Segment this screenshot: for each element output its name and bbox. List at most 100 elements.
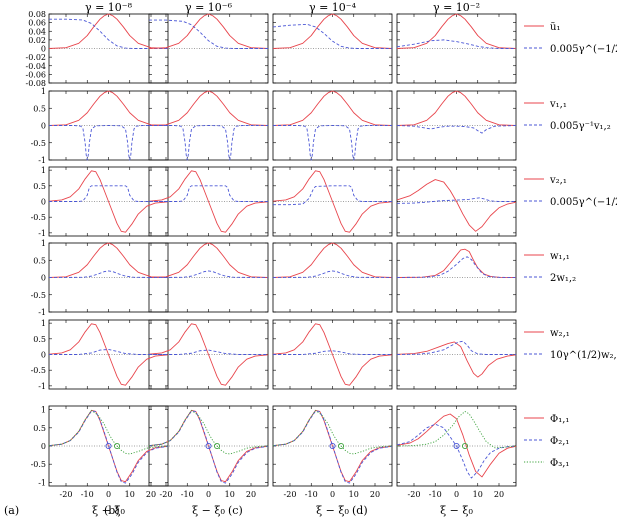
ytick-label: 1 [41, 406, 46, 415]
ytick-label: 0.06 [28, 19, 46, 28]
series-line-r2-c1-s1 [149, 185, 268, 202]
ytick-label: 0.08 [28, 10, 46, 19]
legend-label: Φ₂,₁ [550, 436, 569, 447]
ytick-label: -0.08 [25, 79, 46, 88]
ytick-label: -1 [38, 229, 46, 238]
series-line-r1-c3-s0 [396, 90, 517, 126]
legend-label: Φ₃,₁ [550, 458, 569, 469]
series-line-r2-c3-s1 [396, 197, 516, 204]
ytick-label: -0.5 [31, 460, 46, 469]
series-line-r4-c0-s0 [48, 323, 169, 386]
series-line-r1-c3-s1 [396, 125, 517, 134]
subfigure-label: (d) [352, 504, 368, 517]
xtick-label: 10 [125, 490, 135, 499]
ytick-label: 0.5 [33, 424, 46, 433]
ytick-label: 0 [41, 274, 46, 283]
marker-circle [113, 442, 121, 450]
series-line-r1-c2-s0 [272, 90, 393, 126]
series-line-r0-c0-s0 [48, 13, 169, 49]
x-axis-label: ξ − ξ₀ [92, 504, 125, 517]
marker-circle [337, 442, 345, 450]
series-line-r2-c1-s0 [148, 170, 269, 233]
series-line-r0-c3-s0 [396, 13, 517, 49]
ytick-label: 0 [41, 442, 46, 451]
series-line-r2-c0-s1 [49, 185, 168, 202]
xtick-label: 20 [246, 490, 256, 499]
subfigure-label: (c) [228, 504, 243, 517]
series-line-r4-c2-s1 [273, 350, 392, 355]
series-line-r0-c2-s1 [272, 23, 392, 49]
series-line-r4-c1-s0 [148, 323, 269, 386]
ytick-label: -0.5 [31, 139, 46, 148]
ytick-label: 0.5 [33, 104, 46, 113]
column-gamma-label: γ = 10⁻⁸ [85, 1, 133, 14]
series-line-r5-c1-s1 [148, 410, 269, 484]
legend-label: 0.005γ^(−1/2) ×(ũ₂ − ũ₂) [550, 44, 617, 55]
column-gamma-label: γ = 10⁻⁴ [309, 1, 357, 14]
ytick-label: 0.5 [33, 256, 46, 265]
series-line-r3-c3-s0 [396, 248, 517, 278]
series-line-r0-c0-s1 [49, 18, 168, 49]
ytick-label: -1 [38, 156, 46, 165]
legend-label: 2w₁,₂ [550, 273, 576, 284]
ytick-label: -0.5 [31, 213, 46, 222]
series-line-r0-c1-s1 [149, 19, 268, 49]
x-axis-label: ξ − ξ₀ [440, 504, 473, 517]
ytick-label: -0.02 [25, 53, 46, 62]
series-line-r2-c3-s0 [396, 179, 517, 232]
series-line-r2-c2-s0 [272, 170, 393, 233]
ytick-label: 0 [41, 122, 46, 131]
series-line-r0-c3-s1 [396, 39, 516, 49]
legend-label: ũ₁ [550, 22, 560, 33]
series-line-r3-c1-s0 [148, 242, 269, 278]
marker-circle [461, 442, 469, 450]
marker-circle [453, 442, 460, 450]
column-gamma-label: γ = 10⁻⁶ [185, 1, 233, 14]
series-line-r4-c3-s1 [396, 340, 516, 355]
xtick-label: -20 [160, 490, 173, 499]
xtick-label: 10 [349, 490, 359, 499]
series-line-r3-c2-s1 [272, 270, 393, 278]
series-line-r3-c3-s1 [396, 256, 517, 278]
series-line-r3-c2-s0 [272, 242, 393, 278]
ytick-label: 1 [41, 319, 46, 328]
series-line-r1-c1-s1 [149, 125, 268, 161]
text-layer: ũ₁ 0.005γ^(−1/2) ×(ũ₂ − ũ₂) 0.080.060.04 0.… [4, 1, 617, 517]
subfigure-label: (b) [104, 504, 120, 517]
xtick-label: -10 [81, 490, 94, 499]
legend-label: w₂,₁ [550, 328, 570, 339]
xtick-label: 20 [494, 490, 504, 499]
ytick-label: 1 [41, 166, 46, 175]
xtick-label: 0 [206, 490, 211, 499]
series-line-r5-c3-s1 [396, 423, 517, 479]
xtick-label: -20 [60, 490, 73, 499]
ytick-label: -0.04 [25, 62, 46, 71]
series-line-r4-c1-s1 [149, 349, 268, 355]
ytick-label: -1 [38, 382, 46, 391]
column-gamma-label: γ = 10⁻² [433, 1, 480, 14]
legend-label: v₁,₁ [549, 99, 567, 110]
xtick-label: -10 [305, 490, 318, 499]
ytick-label: 0.5 [33, 335, 46, 344]
legend-label: w₁,₁ [550, 251, 570, 262]
xtick-label: -20 [408, 490, 421, 499]
xtick-label: 0 [330, 490, 335, 499]
xtick-label: 0 [106, 490, 111, 499]
ytick-label: 1 [41, 239, 46, 248]
xtick-label: 10 [225, 490, 235, 499]
plots-layer [48, 13, 544, 484]
marker-circle [329, 442, 336, 450]
marker-circle [213, 442, 221, 450]
ytick-label: -1 [38, 308, 46, 317]
series-line-r0-c2-s0 [272, 13, 393, 49]
ytick-label: -0.5 [31, 366, 46, 375]
series-line-r0-c1-s0 [148, 13, 269, 49]
legend-label: Φ₁,₁ [550, 414, 569, 425]
xtick-label: -20 [284, 490, 297, 499]
series-line-r1-c0-s1 [49, 125, 168, 161]
series-line-r1-c2-s1 [273, 125, 392, 161]
series-line-r1-c1-s0 [148, 90, 269, 126]
series-line-r4-c2-s0 [272, 323, 393, 386]
ytick-label: 0.04 [28, 27, 46, 36]
